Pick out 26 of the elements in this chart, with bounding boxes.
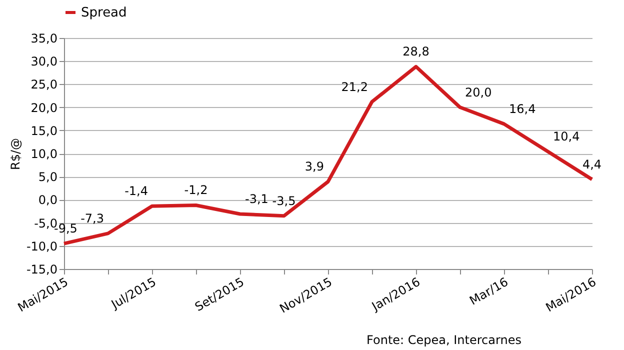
y-tick-label: -10,0 <box>26 239 58 254</box>
data-label: 4,4 <box>582 157 602 172</box>
data-label: 3,9 <box>304 160 324 174</box>
y-tick-label: 15,0 <box>30 124 58 138</box>
data-label: -3,1 <box>245 192 268 206</box>
y-tick-label: 5,0 <box>38 170 58 184</box>
y-tick-label: -5,0 <box>34 216 58 230</box>
y-tick-label: 35,0 <box>30 32 58 46</box>
data-label: 20,0 <box>465 85 492 100</box>
data-label: 16,4 <box>509 102 536 116</box>
data-label: 10,4 <box>553 130 580 144</box>
y-axis-title: R$/@ <box>8 138 22 170</box>
y-tick-label: 25,0 <box>30 78 58 92</box>
y-tick-label: 30,0 <box>30 54 58 69</box>
y-tick-label: 20,0 <box>30 100 58 115</box>
y-tick-label: -15,0 <box>26 262 58 276</box>
y-tick-label: 10,0 <box>30 147 58 161</box>
legend-label: Spread <box>81 6 127 20</box>
data-label: -3,5 <box>272 194 296 208</box>
data-label: -1,4 <box>124 184 148 198</box>
y-tick-label: 0,0 <box>38 193 58 208</box>
source-note: Fonte: Cepea, Intercarnes <box>366 333 522 347</box>
data-label: -7,3 <box>80 211 104 226</box>
data-label: 21,2 <box>341 80 368 94</box>
data-label: 28,8 <box>402 44 430 59</box>
data-label: -1,2 <box>184 183 208 198</box>
